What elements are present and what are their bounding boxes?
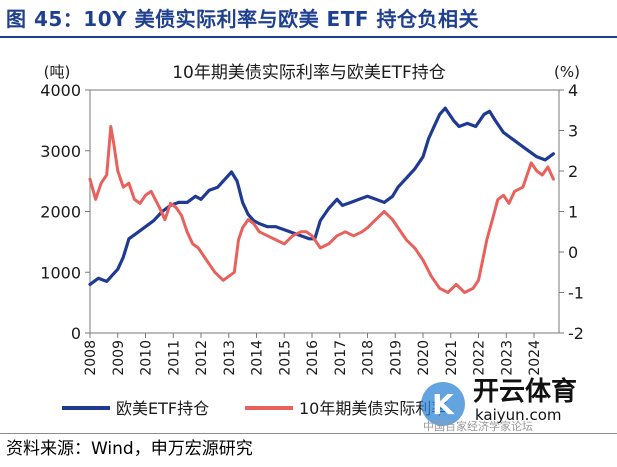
- x-tick-label: 2012: [194, 340, 210, 376]
- x-tick-label: 2019: [388, 340, 404, 376]
- watermark-logo-icon: [421, 382, 465, 426]
- right-axis-unit: (%): [554, 63, 580, 81]
- x-tick-label: 2020: [416, 340, 432, 376]
- series-line-rate: [88, 125, 555, 294]
- watermark-logo-letter: K: [432, 388, 455, 421]
- right-tick-label: -2: [568, 324, 584, 343]
- left-tick-label: 2000: [40, 203, 81, 222]
- figure-title: 图 45：10Y 美债实际利率与欧美 ETF 持仓负相关: [6, 7, 479, 31]
- left-axis-unit: (吨): [44, 63, 71, 81]
- legend-label-rate: 10年期美债实际利率: [299, 399, 447, 418]
- right-tick-label: 2: [568, 162, 578, 181]
- x-tick-label: 2010: [139, 340, 155, 376]
- title-rule: [0, 36, 617, 38]
- watermark-domain: kaiyun.com: [475, 406, 561, 424]
- x-tick-label: 2021: [444, 340, 460, 376]
- chart-title: 10年期美债实际利率与欧美ETF持仓: [172, 63, 446, 83]
- right-tick-label: 0: [568, 243, 578, 262]
- series-layer: [88, 106, 555, 294]
- source-rule: [0, 433, 617, 434]
- watermark: K 开云体育 kaiyun.com 中国百家经济学家论坛: [421, 376, 577, 432]
- x-tick-label: 2018: [361, 340, 377, 376]
- x-tick-label: 2008: [83, 340, 99, 376]
- chart: 10年期美债实际利率与欧美ETF持仓 (吨) (%) 0 1000 2000 3000…: [40, 63, 584, 418]
- right-tick-label: 4: [568, 81, 578, 100]
- left-tick-label: 3000: [40, 142, 81, 161]
- x-tick-label: 2015: [277, 340, 293, 376]
- axes: 0 1000 2000 3000 4000 -2 -1 0 1 2 3 4 2008 2009 2010 20…: [40, 81, 584, 376]
- watermark-brand: 开云体育: [473, 376, 577, 407]
- legend-label-etf: 欧美ETF持仓: [116, 399, 209, 418]
- left-tick-label: 0: [71, 324, 81, 343]
- x-tick-label: 2016: [305, 340, 321, 376]
- x-tick-label: 2013: [222, 340, 238, 376]
- x-tick-label: 2023: [499, 340, 515, 376]
- right-tick-label: 3: [568, 122, 578, 141]
- x-tick-label: 2022: [472, 340, 488, 376]
- left-tick-label: 4000: [40, 81, 81, 100]
- right-tick-label: 1: [568, 203, 578, 222]
- left-tick-label: 1000: [40, 263, 81, 282]
- x-tick-label: 2011: [166, 340, 182, 376]
- x-tick-label: 2017: [333, 340, 349, 376]
- right-tick-label: -1: [568, 284, 584, 303]
- x-tick-label: 2009: [111, 340, 127, 376]
- x-tick-label: 2014: [250, 340, 266, 376]
- x-tick-label: 2024: [527, 340, 543, 376]
- legend: 欧美ETF持仓 10年期美债实际利率: [62, 399, 447, 418]
- source-note: 资料来源：Wind，申万宏源研究: [6, 439, 253, 459]
- watermark-overlay: 中国百家经济学家论坛: [423, 419, 533, 432]
